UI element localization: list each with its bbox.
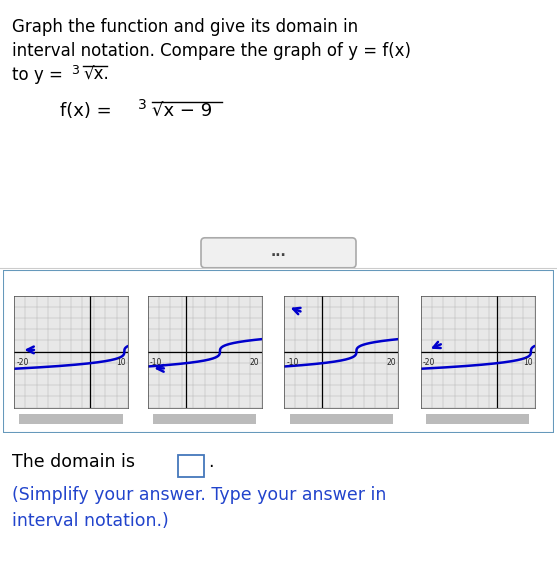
Text: -10: -10 [286,358,299,367]
Text: .: . [208,453,213,471]
Text: -20: -20 [16,358,28,367]
Text: f(x) =: f(x) = [60,102,118,120]
Text: ...: ... [270,245,286,259]
Text: 3: 3 [138,98,146,112]
Text: 20: 20 [250,358,260,367]
Text: interval notation.): interval notation.) [12,511,169,530]
Text: 10: 10 [116,358,126,367]
Text: 3: 3 [71,64,79,77]
FancyBboxPatch shape [201,238,356,268]
Text: -20: -20 [423,358,435,367]
Text: (Simplify your answer. Type your answer in: (Simplify your answer. Type your answer … [12,486,387,503]
Text: interval notation. Compare the graph of y = f(x): interval notation. Compare the graph of … [12,42,411,60]
Text: to y =: to y = [12,66,68,84]
Text: √x.: √x. [83,66,109,84]
Text: -10: -10 [150,358,162,367]
Text: The domain is: The domain is [12,453,135,471]
Text: 10: 10 [523,358,532,367]
Text: Graph the function and give its domain in: Graph the function and give its domain i… [12,18,358,36]
Text: 20: 20 [387,358,396,367]
Bar [178,455,204,478]
Text: √x − 9: √x − 9 [152,102,212,120]
